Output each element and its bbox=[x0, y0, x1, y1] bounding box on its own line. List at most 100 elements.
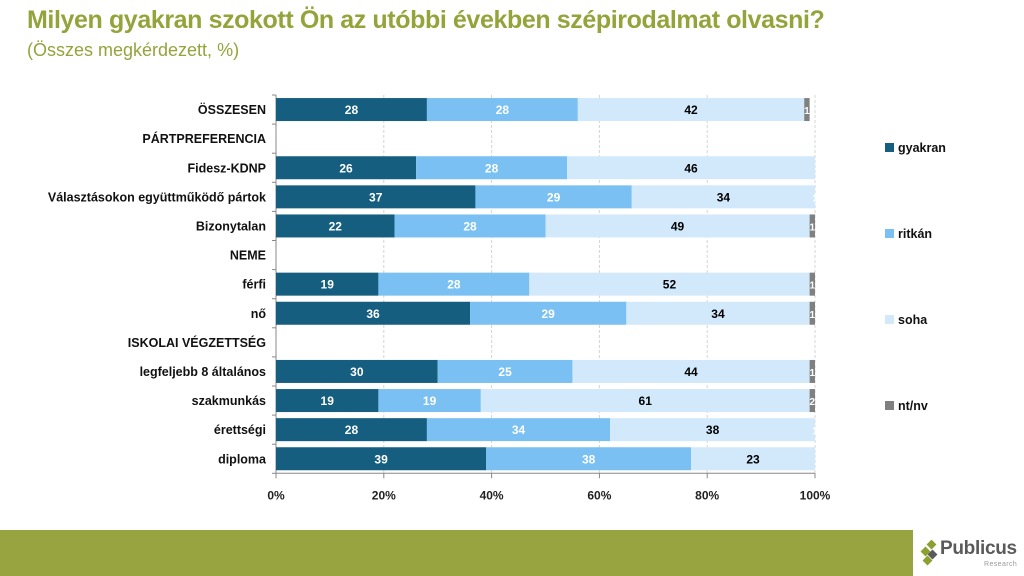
bar-gyakran bbox=[276, 185, 476, 209]
bar-soha bbox=[610, 418, 815, 442]
data-label: 19 bbox=[321, 394, 335, 408]
bar-gyakran bbox=[276, 389, 379, 413]
data-label: 1 bbox=[810, 222, 816, 233]
category-label: Bizonytalan bbox=[196, 219, 266, 233]
legend-label: ritkán bbox=[898, 227, 932, 241]
category-label: ÖSSZESEN bbox=[198, 102, 266, 117]
x-tick-label: 40% bbox=[480, 488, 504, 502]
data-label: 38 bbox=[706, 423, 720, 437]
bar-ritkn bbox=[378, 272, 530, 296]
data-label: 34 bbox=[711, 307, 725, 321]
bar-ntnv bbox=[809, 214, 815, 238]
bar-ritkn bbox=[394, 214, 546, 238]
bar-ritkn bbox=[426, 98, 578, 122]
bar-ritkn bbox=[475, 185, 632, 209]
bar-ntnv bbox=[809, 359, 815, 383]
data-label: 1 bbox=[810, 281, 816, 292]
footer-bar bbox=[0, 530, 913, 576]
category-label: PÁRTPREFERENCIA bbox=[142, 131, 266, 146]
bar-gyakran bbox=[276, 447, 487, 471]
logo-text: Publicus bbox=[940, 538, 1017, 559]
legend-label: gyakran bbox=[898, 141, 946, 155]
category-label: érettségi bbox=[214, 423, 266, 437]
chart-subtitle: (Összes megkérdezett, %) bbox=[27, 40, 240, 60]
x-tick-label: 100% bbox=[800, 488, 831, 502]
bar-ritkn bbox=[437, 359, 573, 383]
data-label: 26 bbox=[339, 161, 353, 175]
data-label: 2 bbox=[810, 397, 816, 408]
category-label: Fidesz-KDNP bbox=[188, 161, 266, 175]
bar-ritkn bbox=[378, 389, 481, 413]
category-label: szakmunkás bbox=[192, 394, 266, 408]
data-label: 29 bbox=[542, 307, 556, 321]
stacked-bar-chart: 0% 20% 40% 60% 80% 100% ÖSSZESEN 28 28 42 1 PÁRTPRE… bbox=[48, 94, 946, 502]
bar-soha bbox=[626, 301, 810, 325]
data-label: 44 bbox=[684, 365, 698, 379]
data-label: 34 bbox=[512, 423, 526, 437]
bar-ritkn bbox=[426, 418, 611, 442]
bar-ntnv bbox=[809, 301, 815, 325]
data-label: 22 bbox=[329, 219, 343, 233]
data-label: 1 bbox=[812, 193, 818, 204]
data-label: 52 bbox=[663, 278, 677, 292]
legend-swatch bbox=[885, 401, 894, 410]
data-label: 28 bbox=[485, 161, 499, 175]
bar-soha bbox=[631, 185, 815, 209]
category-label: diploma bbox=[218, 452, 267, 466]
data-label: 30 bbox=[350, 365, 364, 379]
data-label: 38 bbox=[582, 452, 596, 466]
bar-soha bbox=[577, 98, 805, 122]
logo-diamond-icon bbox=[920, 540, 938, 566]
bar-soha bbox=[572, 359, 810, 383]
data-label: 61 bbox=[639, 394, 653, 408]
category-label: nő bbox=[251, 307, 267, 321]
data-label: 49 bbox=[671, 219, 685, 233]
x-tick-label: 20% bbox=[372, 488, 396, 502]
category-label: Választásokon együttműködő pártok bbox=[48, 190, 266, 204]
legend-swatch bbox=[885, 143, 894, 152]
data-label: 1 bbox=[810, 368, 816, 379]
data-label: 37 bbox=[369, 190, 383, 204]
bar-ntnv bbox=[804, 98, 810, 122]
bar-gyakran bbox=[276, 214, 395, 238]
bar-ntnv bbox=[809, 389, 815, 413]
publicus-logo: Publicus Research bbox=[918, 536, 1024, 576]
logo-subtext: Research bbox=[984, 561, 1018, 568]
data-label: 25 bbox=[498, 365, 512, 379]
legend-swatch bbox=[885, 315, 894, 324]
category-label: ISKOLAI VÉGZETTSÉG bbox=[128, 335, 266, 350]
data-label: 1 bbox=[810, 310, 816, 321]
x-tick-label: 0% bbox=[267, 488, 285, 502]
category-label: legfeljebb 8 általános bbox=[140, 365, 266, 379]
bar-soha bbox=[567, 156, 815, 180]
data-label: 28 bbox=[463, 219, 477, 233]
data-label: 39 bbox=[374, 452, 388, 466]
chart-title: Milyen gyakran szokott Ön az utóbbi évek… bbox=[27, 6, 825, 34]
data-label: 1 bbox=[812, 426, 818, 437]
data-label: 34 bbox=[717, 190, 731, 204]
category-label: NEME bbox=[230, 249, 266, 263]
category-label: férfi bbox=[242, 278, 266, 292]
data-label: 1 bbox=[804, 106, 810, 117]
data-label: 19 bbox=[423, 394, 437, 408]
bar-ntnv bbox=[809, 272, 815, 296]
legend-label: nt/nv bbox=[898, 399, 928, 413]
bar-gyakran bbox=[276, 301, 471, 325]
data-label: 42 bbox=[684, 103, 698, 117]
bar-gyakran bbox=[276, 156, 417, 180]
bar-soha bbox=[545, 214, 810, 238]
bar-soha bbox=[480, 389, 810, 413]
bar-gyakran bbox=[276, 98, 427, 122]
data-label: 28 bbox=[496, 103, 510, 117]
bar-ritkn bbox=[470, 301, 627, 325]
data-label: 29 bbox=[547, 190, 561, 204]
bar-ritkn bbox=[486, 447, 692, 471]
data-label: 36 bbox=[366, 307, 380, 321]
legend-swatch bbox=[885, 229, 894, 238]
bar-gyakran bbox=[276, 359, 438, 383]
legend-label: soha bbox=[898, 313, 928, 327]
data-label: 28 bbox=[345, 423, 359, 437]
data-label: 28 bbox=[447, 278, 461, 292]
data-label: 19 bbox=[321, 278, 335, 292]
data-label: 23 bbox=[746, 452, 760, 466]
